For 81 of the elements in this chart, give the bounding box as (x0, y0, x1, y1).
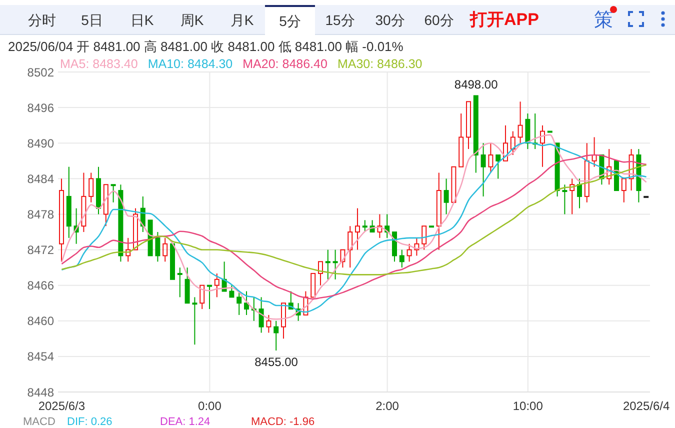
text: 5日 (81, 12, 103, 28)
text: 30分 (375, 12, 405, 28)
text: MACD: -1.96 (251, 416, 315, 428)
text: MA10: 8484.30 (148, 57, 233, 71)
text: 15分 (325, 12, 355, 28)
candlestick (355, 208, 360, 250)
text: 5分 (279, 13, 301, 29)
candlestick (184, 267, 190, 304)
candlestick (177, 267, 182, 298)
candlestick (81, 172, 86, 232)
candlestick (126, 237, 131, 262)
candlestick (458, 112, 464, 168)
candlestick (451, 166, 456, 203)
x-tick-label: 10:00 (512, 399, 544, 413)
candlestick (274, 320, 279, 352)
candlestick (496, 154, 501, 180)
candlestick (340, 249, 346, 268)
candlestick (207, 284, 212, 310)
candlestick (570, 178, 575, 215)
candlestick (170, 243, 175, 280)
y-tick-label: 8502 (27, 65, 54, 80)
y-tick-label: 8496 (27, 100, 54, 115)
candlestick (332, 249, 338, 280)
candlestick (606, 148, 612, 186)
candlestick (244, 290, 249, 316)
candlestick (518, 101, 523, 144)
y-tick-label: 8460 (27, 314, 54, 328)
candlestick (525, 112, 530, 150)
text: 月K (230, 12, 254, 28)
y-tick-label: 8478 (27, 207, 54, 222)
text: 日K (130, 12, 154, 28)
candlestick (480, 142, 486, 197)
y-tick-label: 8448 (27, 385, 54, 400)
text: 60分 (424, 12, 454, 28)
candlestick (621, 178, 626, 203)
candlestick (88, 172, 94, 203)
x-tick-label: 2025/6/3 (38, 399, 86, 413)
text: MA5: 8483.40 (60, 57, 138, 71)
candlestick (110, 184, 116, 203)
candlestick (310, 272, 316, 298)
candlestick (444, 178, 449, 215)
candlestick (103, 184, 108, 227)
candlestick (503, 124, 508, 162)
candlestick (540, 124, 545, 168)
candlestick (148, 220, 153, 256)
candlestick (325, 249, 330, 280)
y-tick-label: 8454 (27, 350, 54, 364)
text: DEA: 1.24 (160, 416, 210, 428)
candlestick (66, 166, 72, 238)
x-tick-label: 2:00 (376, 399, 400, 413)
candlestick (200, 284, 205, 310)
y-tick-label: 8484 (27, 172, 54, 186)
annotation: 8455.00 (254, 355, 298, 370)
text: 周K (180, 12, 204, 28)
candlestick (348, 226, 353, 268)
annotation: 8498.00 (454, 78, 498, 92)
candlestick (192, 296, 198, 346)
text: MA30: 8486.30 (337, 57, 422, 71)
chart-subtitle: 2025/06/04 开 8481.00 高 8481.00 收 8481.00 低 8481.00 幅 -0.01% (8, 39, 404, 54)
text: 分时 (28, 12, 56, 28)
candlestick (628, 148, 634, 192)
candlestick (281, 302, 286, 340)
candlestick (584, 142, 590, 203)
candlestick (162, 237, 168, 262)
text: DIF: 0.26 (67, 416, 112, 428)
y-tick-label: 8472 (27, 243, 54, 258)
x-tick-label: 0:00 (198, 399, 222, 413)
y-tick-label: 8490 (27, 136, 54, 150)
line-series (61, 164, 647, 276)
candlestick (466, 101, 471, 150)
candlestick (318, 261, 323, 286)
x-tick-label: 2025/6/4 (622, 399, 670, 413)
candlestick (377, 214, 382, 238)
text: MA20: 8486.40 (242, 57, 328, 71)
candlestick (436, 172, 442, 250)
y-tick-label: 8466 (27, 278, 54, 293)
candlestick (473, 95, 478, 174)
candlestick (59, 178, 64, 262)
text: 策 (594, 10, 613, 30)
text: 打开APP (470, 10, 539, 30)
text: MACD (23, 416, 56, 428)
